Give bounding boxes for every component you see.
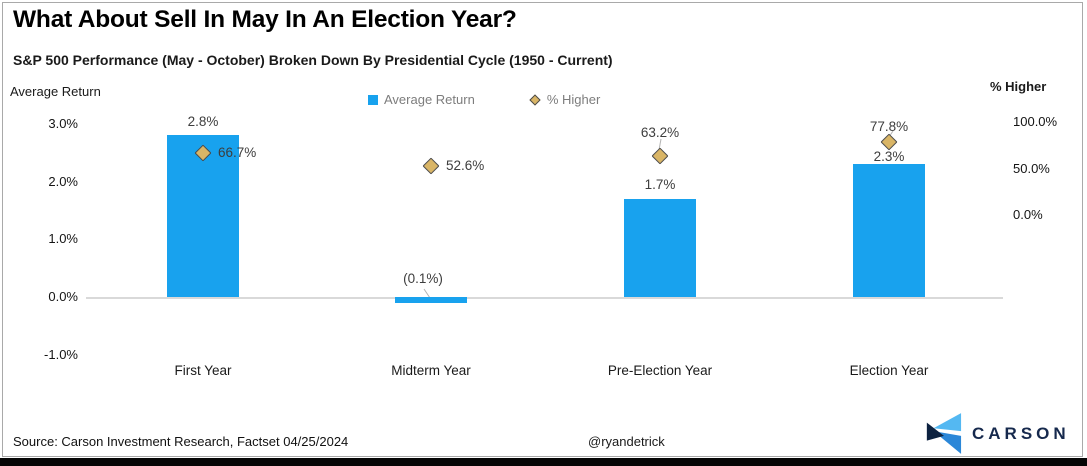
carson-logo: CARSON — [924, 413, 1070, 454]
diamond-marker — [422, 157, 439, 175]
left-axis-tick-label: 1.0% — [48, 231, 78, 247]
carson-logo-mark-icon — [926, 413, 962, 454]
left-axis-tick-label: 3.0% — [48, 115, 78, 131]
bar — [853, 164, 925, 297]
diamond-value-label: 52.6% — [446, 158, 485, 174]
left-axis-tick-label: 0.0% — [48, 289, 78, 304]
bar-value-label: 1.7% — [644, 176, 676, 192]
diamond-value-label: 77.8% — [869, 118, 909, 134]
bar-value-label: (0.1%) — [403, 271, 443, 286]
bar-value-label: 2.3% — [873, 149, 905, 165]
source-attribution: Source: Carson Investment Research, Fact… — [13, 434, 349, 449]
legend-item-pct-higher: % Higher — [529, 92, 601, 107]
category-label: Election Year — [849, 363, 929, 378]
bar — [167, 135, 239, 297]
left-axis-title: Average Return — [10, 84, 101, 99]
bar — [624, 198, 696, 297]
carson-logo-text: CARSON — [972, 423, 1070, 443]
diamond-value-label: 63.2% — [640, 125, 680, 141]
page-title: What About Sell In May In An Election Ye… — [13, 6, 517, 33]
bar-value-label: 2.8% — [187, 114, 219, 130]
left-axis-tick-label: 2.0% — [48, 173, 78, 189]
chart-subtitle: S&P 500 Performance (May - October) Brok… — [13, 52, 613, 68]
category-label: Midterm Year — [391, 363, 471, 378]
chart-legend: Average Return % Higher — [368, 92, 600, 107]
legend-item-average-return: Average Return — [368, 92, 475, 107]
right-axis-tick-label: 0.0% — [1013, 207, 1043, 222]
square-swatch-icon — [368, 94, 378, 105]
category-label: Pre-Election Year — [607, 363, 713, 378]
bottom-black-bar — [0, 458, 1087, 466]
right-axis-tick-label: 50.0% — [1013, 160, 1050, 176]
legend-label: Average Return — [384, 92, 475, 107]
twitter-handle: @ryandetrick — [588, 434, 665, 449]
diamond-value-label: 66.7% — [218, 145, 257, 160]
bar — [395, 297, 467, 303]
diamond-marker — [880, 133, 897, 151]
category-label: First Year — [174, 363, 232, 378]
right-axis-title: % Higher — [990, 79, 1047, 94]
legend-label: % Higher — [546, 92, 601, 107]
diamond-marker — [651, 147, 668, 165]
left-axis-tick-label: -1.0% — [44, 346, 78, 362]
right-axis-tick-label: 100.0% — [1013, 114, 1058, 129]
zero-gridline — [86, 297, 1003, 299]
